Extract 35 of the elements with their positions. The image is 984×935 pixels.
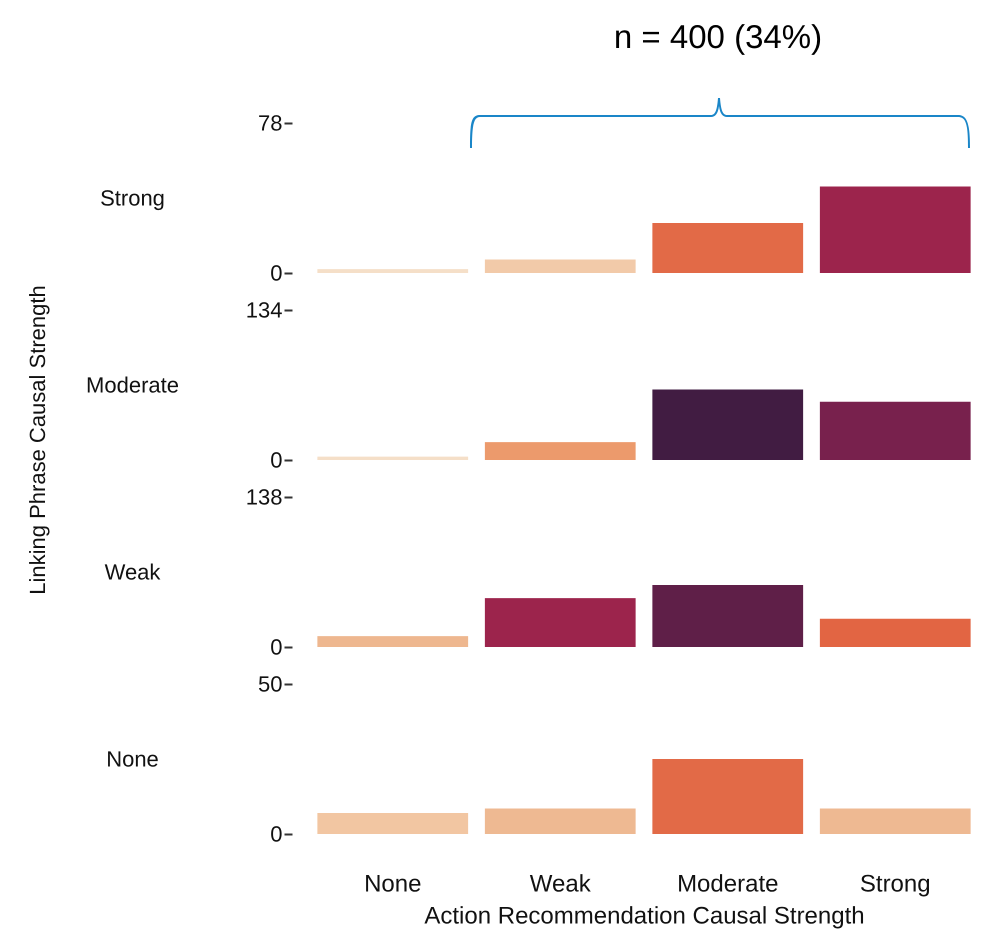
x-tick-label: Strong [860,870,931,898]
bar [652,585,804,647]
text: Linking Phrase Causal Strength [25,285,51,595]
y-tick-label: 50 [258,672,282,696]
bar [820,402,971,460]
bar [484,260,636,273]
bar [652,759,804,834]
y-tick-label: 0 [270,448,282,472]
y-axis-title: Weak [104,560,162,584]
y-axis-title: Moderate [86,372,179,398]
bar [317,813,468,834]
y-tick-label: 0 [270,260,282,286]
y-tick-label: 138 [246,484,282,510]
y-tick-label: 0 [270,822,282,846]
bar [652,223,804,273]
y-tick-label: 78 [258,110,282,136]
y-axis-title: None [106,746,159,772]
x-tick-label: None [364,870,422,898]
x-axis-title: Action Recommendation Causal Strength [424,902,865,930]
bar [317,269,468,273]
x-tick-label: Moderate [677,870,778,898]
x-tick-label: Weak [530,870,592,898]
bar [652,389,804,460]
bar [317,456,468,460]
bar [484,442,636,460]
bar [820,186,971,273]
text: n = 400 (34%) [614,18,822,56]
bar [820,808,971,834]
y-tick-label: 0 [270,634,282,660]
bar [484,808,636,834]
bar [820,618,971,647]
y-tick-label: 134 [246,298,282,322]
y-axis-title: Strong [100,186,165,210]
bar [317,636,468,647]
bar [484,598,636,647]
